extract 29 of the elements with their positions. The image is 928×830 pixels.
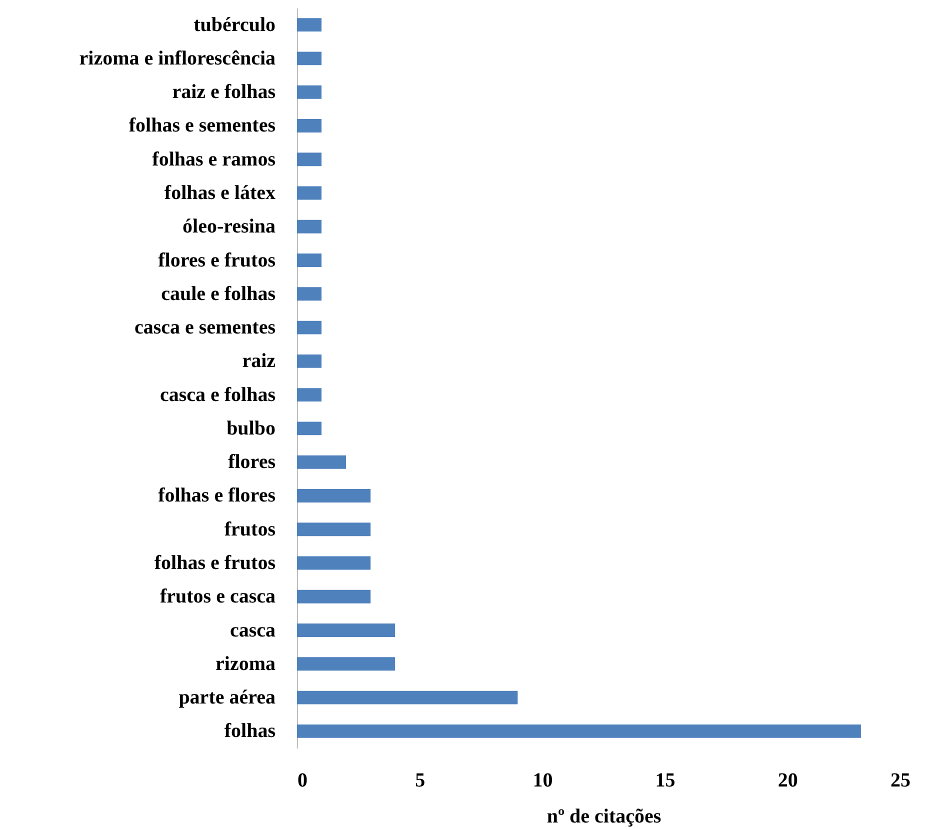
y-tick-label: folhas e sementes xyxy=(128,114,276,137)
y-tick-label: folhas e flores xyxy=(158,484,276,507)
y-tick-label: raiz xyxy=(242,350,276,372)
y-tick-label: folhas e frutos xyxy=(154,552,276,574)
y-tick-label: casca xyxy=(230,619,276,642)
y-tick-label: óleo-resina xyxy=(182,216,276,238)
y-tick-label: flores xyxy=(228,451,276,474)
y-tick-label: tubérculo xyxy=(194,14,276,36)
x-tick-label: 25 xyxy=(890,770,910,792)
y-tick-label: frutos e casca xyxy=(160,586,276,608)
x-tick-label: 15 xyxy=(655,770,676,792)
y-tick-label: rizoma e inflorescência xyxy=(79,47,276,70)
y-tick-label: rizoma xyxy=(216,652,276,675)
y-tick-label: caule e folhas xyxy=(161,282,276,305)
y-tick-label: frutos xyxy=(224,518,276,540)
y-tick-label: folhas e látex xyxy=(164,182,276,204)
y-tick-label: casca e folhas xyxy=(160,384,276,406)
y-tick-label: flores e frutos xyxy=(158,249,276,272)
y-tick-label: raiz e folhas xyxy=(172,81,276,104)
x-tick-label: 5 xyxy=(415,770,426,792)
x-tick-label: 0 xyxy=(298,770,308,792)
y-tick-label: folhas xyxy=(224,720,276,742)
y-tick-label: parte aérea xyxy=(178,686,276,709)
y-tick-label: bulbo xyxy=(226,417,276,440)
y-tick-label: folhas e ramos xyxy=(152,148,276,170)
y-tick-label: casca e sementes xyxy=(134,316,276,339)
x-axis-title: nº de citações xyxy=(546,806,662,828)
x-tick-label: 20 xyxy=(778,770,798,792)
x-tick-label: 10 xyxy=(532,770,553,792)
